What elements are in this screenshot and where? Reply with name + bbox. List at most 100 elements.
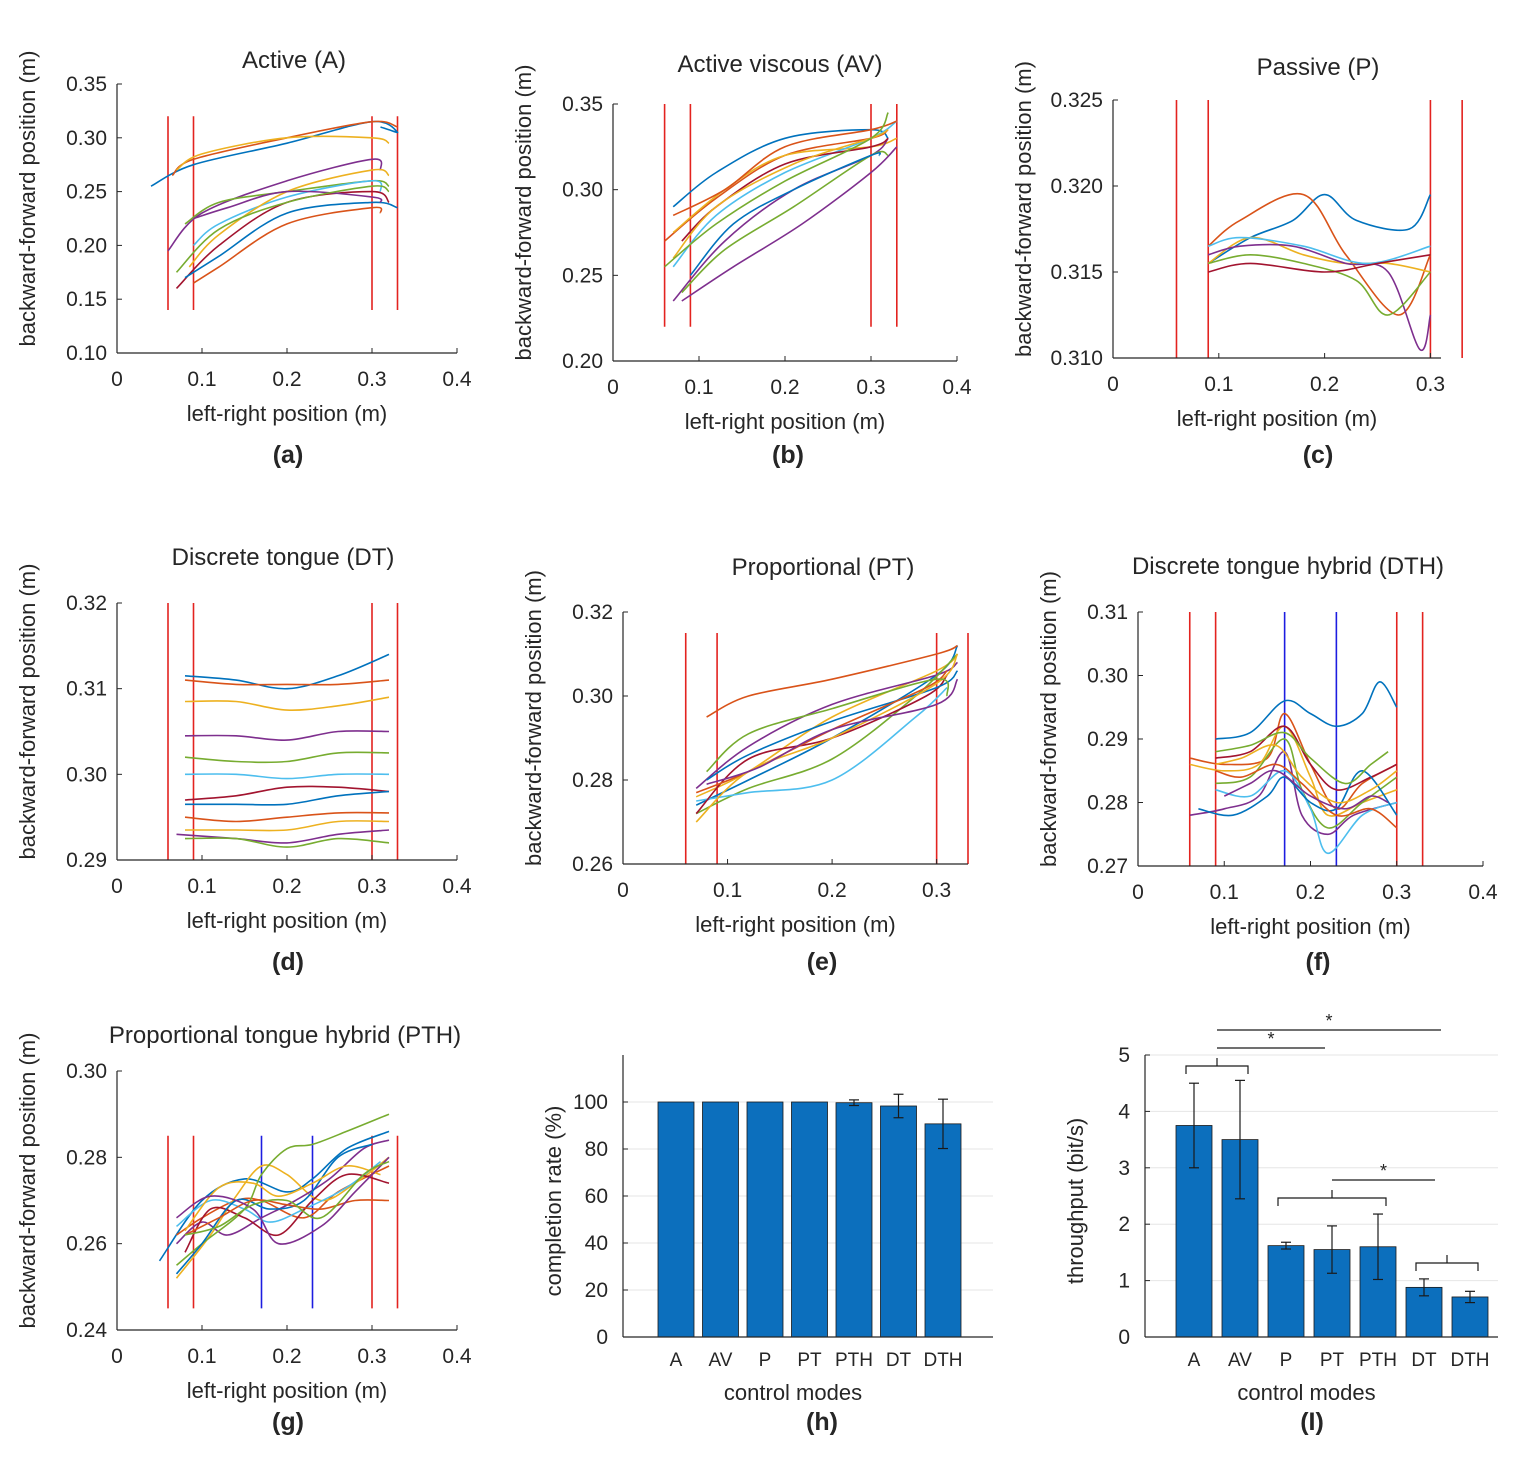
x-tick-label: 0 bbox=[607, 376, 619, 399]
chart-title: Active (A) bbox=[242, 47, 346, 74]
x-tick-label: 0.4 bbox=[942, 376, 972, 399]
trajectory-line bbox=[175, 1113, 390, 1266]
y-tick-label: 0.325 bbox=[1050, 89, 1103, 112]
chart-title: Discrete tongue hybrid (DTH) bbox=[1132, 553, 1444, 580]
trajectory-line bbox=[1223, 769, 1389, 810]
trajectory-line bbox=[1189, 725, 1398, 817]
x-tick-label: 0.2 bbox=[1310, 373, 1339, 396]
x-tick-label: AV bbox=[1228, 1350, 1252, 1371]
y-tick-label: 0.25 bbox=[66, 181, 107, 204]
trajectory-line bbox=[188, 168, 390, 268]
chart-title: Active viscous (AV) bbox=[678, 51, 883, 78]
x-tick-label: 0.4 bbox=[442, 1345, 472, 1368]
x-axis-label: left-right position (m) bbox=[187, 908, 388, 933]
y-tick-label: 0.30 bbox=[66, 127, 107, 150]
x-tick-label: 0.2 bbox=[272, 875, 301, 898]
trajectory-line bbox=[176, 1156, 390, 1245]
trajectory-line bbox=[175, 1143, 373, 1275]
y-tick-label: 3 bbox=[1118, 1157, 1130, 1180]
y-tick-label: 0.29 bbox=[1087, 728, 1128, 751]
y-tick-label: 0.15 bbox=[66, 288, 107, 311]
x-axis-label: left-right position (m) bbox=[1210, 914, 1411, 939]
trajectory-line bbox=[184, 837, 390, 848]
x-tick-label: DTH bbox=[923, 1350, 962, 1371]
x-axis-label: left-right position (m) bbox=[685, 409, 886, 434]
panel-label: (c) bbox=[1303, 441, 1334, 469]
y-tick-label: 4 bbox=[1118, 1100, 1130, 1123]
y-tick-label: 0.30 bbox=[562, 179, 603, 202]
trajectory-line bbox=[167, 158, 383, 252]
trajectory-group bbox=[664, 112, 898, 302]
y-tick-label: 0.20 bbox=[562, 350, 603, 373]
y-tick-label: 40 bbox=[585, 1232, 608, 1255]
y-axis-label: backward-forward position (m) bbox=[511, 65, 536, 361]
bar bbox=[657, 1101, 695, 1338]
y-tick-label: 0.35 bbox=[562, 93, 603, 116]
group-bracket bbox=[1277, 1197, 1387, 1206]
trajectory-line bbox=[1207, 192, 1432, 316]
y-axis-label: backward-forward position (m) bbox=[1011, 61, 1036, 357]
trajectory-line bbox=[681, 146, 898, 302]
trajectory-line bbox=[672, 137, 889, 302]
trajectory-line bbox=[1215, 731, 1389, 785]
bar bbox=[835, 1102, 873, 1338]
y-tick-label: 0.32 bbox=[66, 592, 107, 615]
panel-g: 0 0.1 0.2 0.3 0.4 0.24 0.26 0.28 0.30Proportiona… bbox=[15, 1022, 472, 1436]
trajectory-line bbox=[184, 653, 390, 690]
y-axis-label: completion rate (%) bbox=[541, 1106, 566, 1297]
trajectory-line bbox=[664, 112, 889, 268]
x-tick-label: A bbox=[1188, 1350, 1201, 1371]
trajectory-line bbox=[689, 152, 881, 276]
chart-title: Proportional tongue hybrid (PTH) bbox=[109, 1022, 461, 1049]
chart-title: Passive (P) bbox=[1257, 54, 1380, 81]
trajectory-line bbox=[695, 653, 959, 823]
y-axis-label: backward-forward position (m) bbox=[15, 564, 40, 860]
y-axis-label: backward-forward position (m) bbox=[1036, 571, 1061, 867]
y-tick-label: 5 bbox=[1118, 1044, 1130, 1067]
trajectory-line bbox=[176, 135, 390, 171]
x-axis-label: left-right position (m) bbox=[1177, 406, 1378, 431]
panel-label: (a) bbox=[273, 441, 304, 469]
y-tick-label: 0.10 bbox=[66, 342, 107, 365]
y-tick-label: 100 bbox=[573, 1091, 608, 1114]
group-bracket bbox=[1185, 1065, 1249, 1074]
x-tick-label: PTH bbox=[835, 1350, 873, 1371]
panel-label: (b) bbox=[772, 441, 804, 469]
trajectory-line bbox=[193, 190, 383, 220]
trajectory-line bbox=[184, 1160, 390, 1236]
bar bbox=[791, 1101, 828, 1338]
trajectory-line bbox=[696, 687, 948, 802]
x-tick-label: 0.1 bbox=[187, 1345, 216, 1368]
panel-label: (e) bbox=[807, 948, 838, 976]
trajectory-line bbox=[192, 179, 383, 247]
trajectory-line bbox=[695, 661, 959, 790]
x-tick-label: 0.3 bbox=[856, 376, 885, 399]
x-axis-label: left-right position (m) bbox=[695, 912, 896, 937]
x-tick-label: 0.2 bbox=[1296, 881, 1325, 904]
x-tick-label: 0.3 bbox=[922, 879, 951, 902]
x-tick-label: 0.2 bbox=[272, 1345, 301, 1368]
x-tick-label: 0.1 bbox=[1210, 881, 1239, 904]
y-tick-label: 0 bbox=[1118, 1326, 1130, 1349]
panel-d: 0 0.1 0.2 0.3 0.4 0.29 0.30 0.31 0.32 Discrete to… bbox=[15, 544, 472, 976]
x-tick-label: 0 bbox=[111, 368, 123, 391]
trajectory-line bbox=[706, 678, 959, 785]
trajectory-line bbox=[706, 644, 958, 718]
x-tick-label: 0.4 bbox=[442, 368, 472, 391]
x-tick-label: 0 bbox=[111, 1345, 123, 1368]
trajectory-group bbox=[150, 120, 399, 289]
significance-star: * bbox=[1380, 1161, 1387, 1181]
y-tick-label: 2 bbox=[1118, 1213, 1130, 1236]
trajectory-group bbox=[1207, 192, 1432, 352]
x-tick-label: 0.1 bbox=[187, 875, 216, 898]
x-tick-label: PTH bbox=[1359, 1350, 1397, 1371]
panel-label: (h) bbox=[806, 1408, 838, 1436]
trajectory-line bbox=[150, 120, 399, 187]
trajectory-line bbox=[1208, 253, 1431, 316]
x-tick-label: P bbox=[759, 1350, 772, 1371]
chart-title: Discrete tongue (DT) bbox=[172, 544, 395, 571]
trajectory-line bbox=[176, 829, 390, 844]
x-axis-label: control modes bbox=[1237, 1380, 1375, 1405]
trajectory-line bbox=[1198, 770, 1398, 817]
